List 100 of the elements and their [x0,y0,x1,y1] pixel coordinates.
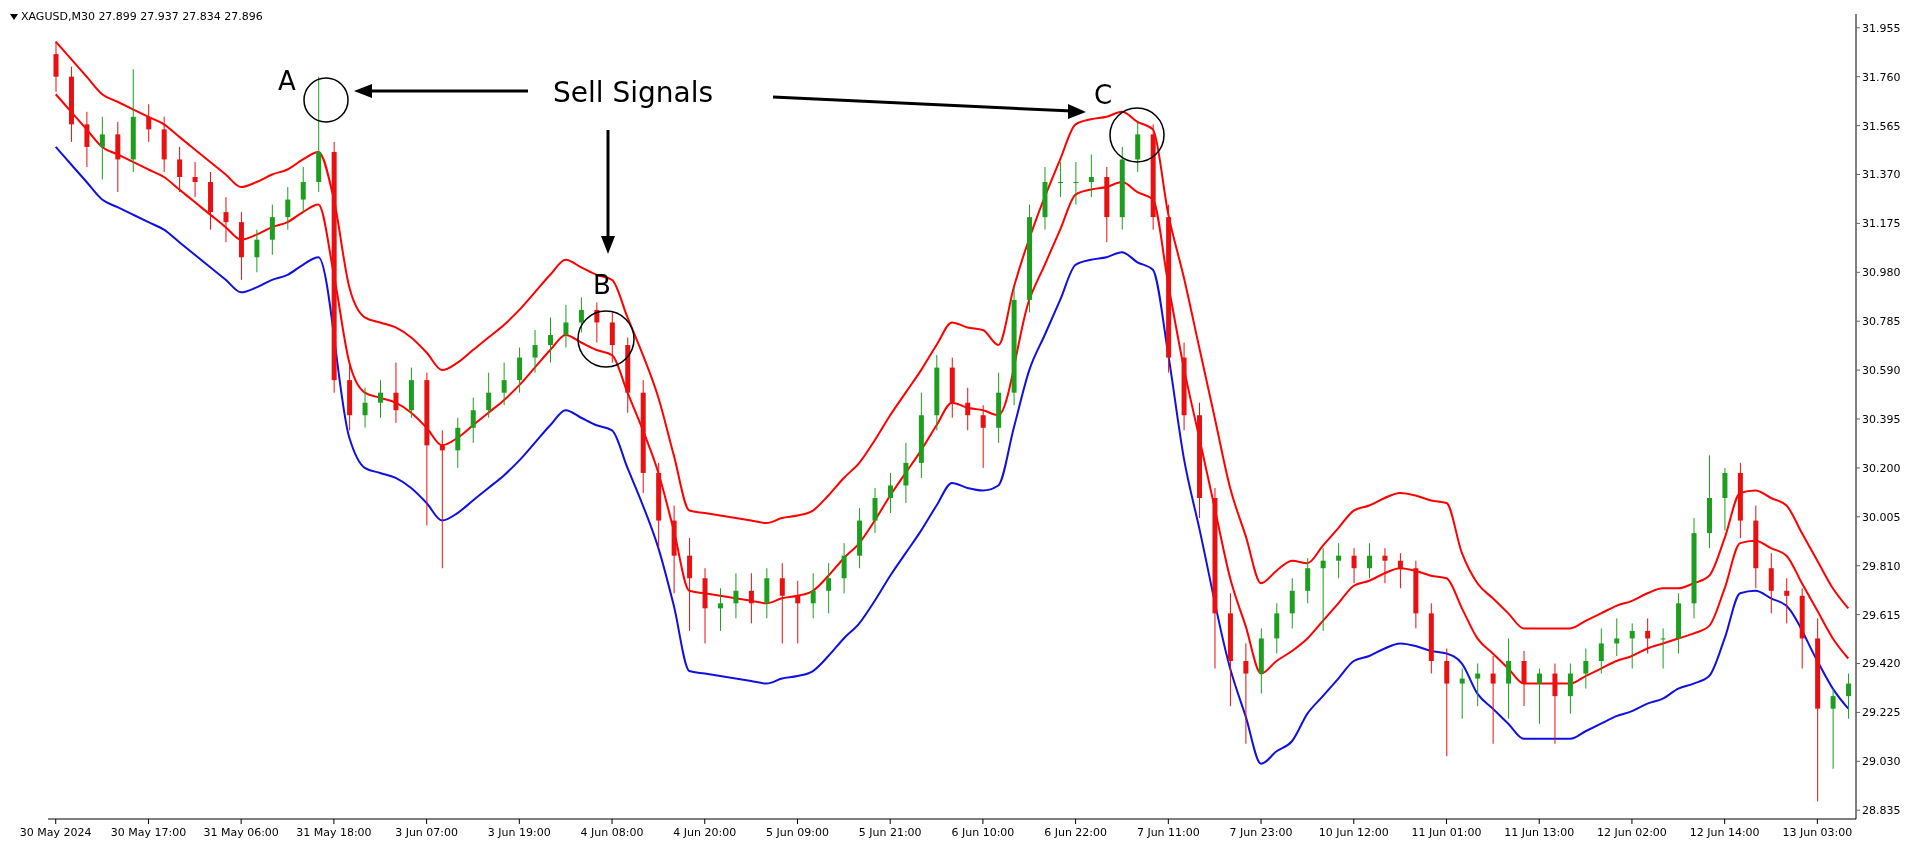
candlestick [748,572,754,624]
annotation: C [1094,80,1113,110]
annotation: A [278,66,296,96]
candlestick [1459,668,1465,720]
candlestick [1320,547,1326,632]
chart-title: XAGUSD,M30 27.899 27.937 27.834 27.896 [21,10,263,23]
candlestick [84,111,90,168]
y-tick-label: 31.175 [1862,217,1901,231]
candlestick [53,41,59,93]
candlestick [1057,161,1063,198]
candlestick [965,387,971,431]
y-tick-label: 30.980 [1862,266,1901,280]
y-tick-label: 31.760 [1862,70,1901,84]
candlestick [470,397,476,444]
candlestick [1475,663,1481,707]
candlestick [486,372,492,419]
candlestick [1830,688,1836,770]
x-tick-label: 4 Jun 20:00 [673,826,737,839]
x-tick-label: 30 May 2024 [19,826,92,839]
candlestick [980,404,986,469]
candlestick [717,587,723,632]
candlestick [99,116,105,181]
candlestick [532,329,538,374]
candlestick [903,442,909,504]
candlestick [826,562,832,614]
candlestick [1289,577,1295,629]
candlestick [810,572,816,619]
candlestick [795,580,801,644]
candlestick [1351,547,1357,584]
candlestick [223,196,229,243]
y-tick-label: 31.370 [1862,168,1901,182]
candlestick [1645,617,1651,654]
x-tick-label: 10 Jun 12:00 [1318,826,1389,839]
x-tick-label: 31 May 06:00 [203,826,279,839]
candlestick [285,186,291,231]
annotation: Sell Signals [553,76,714,109]
y-tick-label: 29.225 [1862,706,1901,720]
x-tick-label: 11 Jun 13:00 [1504,826,1575,839]
x-tick-label: 6 Jun 10:00 [951,826,1015,839]
x-tick-label: 11 Jun 01:00 [1411,826,1482,839]
candlestick [779,562,785,644]
candlestick [517,347,523,394]
candlestick [1567,663,1573,715]
x-tick-label: 12 Jun 02:00 [1596,826,1667,839]
candlestick [609,311,615,364]
candlestick [362,387,368,429]
y-tick-label: 30.200 [1862,461,1901,475]
candlestick [300,166,306,213]
candlestick [548,316,553,364]
candlestick [1660,627,1666,670]
candlestick [192,161,198,198]
candlestick [563,304,569,349]
candlestick [439,429,445,569]
candlestick [1506,637,1512,720]
y-tick-label: 30.785 [1862,315,1901,329]
candlestick [254,229,260,273]
candlestick [1552,663,1558,745]
candlestick [841,542,847,594]
y-tick-label: 31.565 [1862,119,1901,133]
candlestick [1536,668,1542,725]
x-tick-label: 5 Jun 09:00 [766,826,829,839]
candlestick [1768,552,1774,614]
candlestick [578,296,584,333]
candlestick [1397,552,1403,589]
candlestick [269,204,275,256]
line-series [54,40,1850,630]
candlestick [1784,577,1790,624]
line-series [54,145,1850,765]
candlestick [1305,557,1311,604]
candlestick [177,146,183,193]
candlestick [1614,617,1620,657]
candlestick [1336,542,1342,579]
candlestick [887,472,893,514]
candlestick [393,362,399,424]
x-tick-label: 12 Jun 14:00 [1689,826,1760,839]
x-tick-label: 6 Jun 22:00 [1044,826,1108,839]
annotation: B [593,270,611,300]
x-tick-label: 3 Jun 19:00 [487,826,551,839]
y-tick-label: 29.030 [1862,755,1901,769]
y-tick-label: 30.005 [1862,510,1901,524]
candlestick [1243,642,1249,745]
x-tick-label: 31 May 18:00 [296,826,372,839]
y-tick-label: 31.955 [1862,21,1901,35]
candlestick [872,487,878,534]
x-tick-label: 13 Jun 03:00 [1782,826,1853,839]
y-tick-label: 30.395 [1862,412,1901,426]
y-tick-label: 29.420 [1862,657,1901,671]
x-tick-label: 7 Jun 11:00 [1136,826,1200,839]
candlestick [1490,655,1496,745]
candlestick [733,572,739,619]
x-tick-label: 30 May 17:00 [110,826,187,839]
x-tick-label: 5 Jun 21:00 [858,826,922,839]
candlestick [1088,153,1094,198]
candlestick [501,362,507,406]
candlestick [687,537,693,632]
candlestick [1382,547,1388,584]
y-tick-label: 30.590 [1862,364,1901,378]
y-tick-label: 28.835 [1862,804,1901,818]
candlestick [146,103,152,143]
candlestick [378,379,384,419]
